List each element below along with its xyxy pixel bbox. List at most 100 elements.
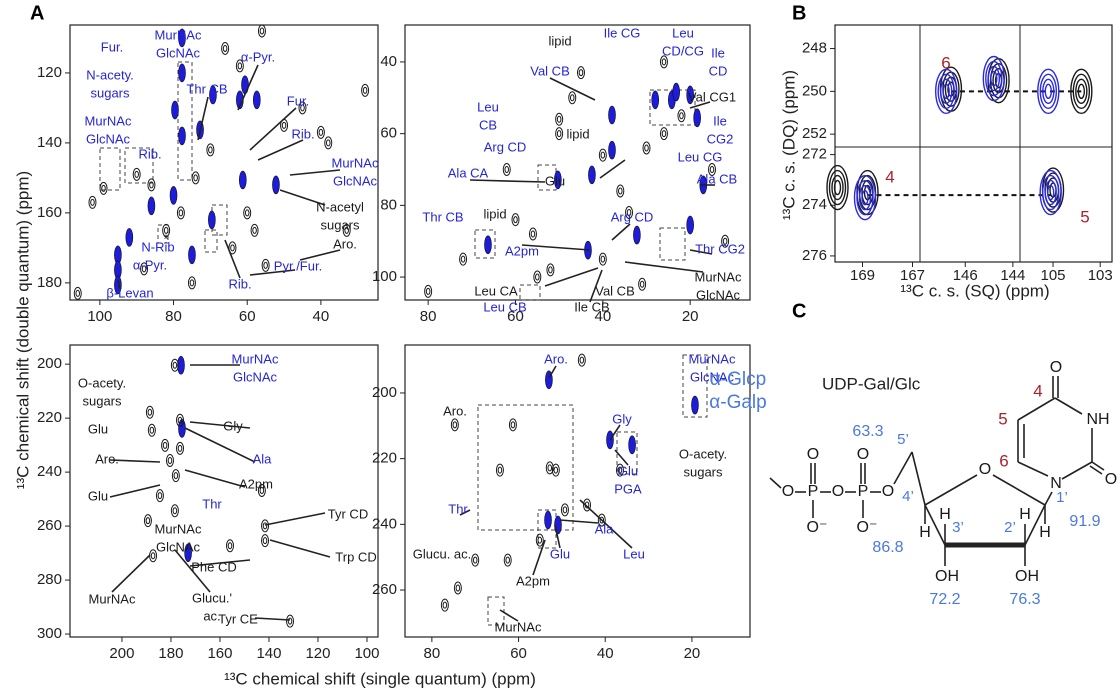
peak-label: Fur. <box>287 93 309 108</box>
atom-label: P <box>808 483 819 500</box>
peak <box>617 466 623 474</box>
peak <box>424 284 433 298</box>
panel-label: B <box>792 2 806 24</box>
plot-frame <box>404 344 751 638</box>
peak <box>209 85 217 105</box>
peak <box>576 66 585 80</box>
peak <box>608 105 616 125</box>
peak <box>513 216 518 224</box>
peak-label: Glu <box>88 488 108 503</box>
peak-label: Thr CB <box>186 81 227 96</box>
assignment-label: 5 <box>1080 207 1089 226</box>
leader-line <box>548 365 557 379</box>
peak <box>495 463 504 477</box>
peak <box>598 252 607 266</box>
plot-frame <box>404 24 751 301</box>
peak-label: β-Levan <box>106 285 153 300</box>
peak <box>149 426 155 434</box>
contour <box>942 83 950 100</box>
y-tick-label: 300 <box>37 625 62 642</box>
peak-label: Thr CB <box>422 209 463 224</box>
peak <box>263 261 268 269</box>
peak-label: GlcNAc <box>233 369 278 384</box>
y-tick-label: 100 <box>372 268 397 285</box>
peak-label: Phe CD <box>191 559 237 574</box>
plot-frame <box>69 24 379 301</box>
peak-label: Rib. <box>228 276 251 291</box>
peak <box>101 184 106 192</box>
peak <box>286 614 295 628</box>
atom-label: H <box>919 524 931 541</box>
region-box <box>99 147 121 191</box>
peak-label: Aro. <box>95 451 119 466</box>
peak <box>177 444 183 452</box>
peak <box>545 461 554 475</box>
panel-label: A <box>30 2 44 24</box>
leader-line <box>521 244 591 251</box>
peak <box>75 289 81 297</box>
peak <box>222 44 228 52</box>
peak <box>150 552 156 560</box>
contour <box>826 164 849 211</box>
peak <box>177 416 183 424</box>
peak <box>252 90 261 110</box>
peak <box>502 162 511 176</box>
peak <box>344 226 349 234</box>
peak <box>140 262 149 276</box>
sugar-label: α-Galp <box>709 392 766 413</box>
peak <box>272 175 280 195</box>
y-tick-label: 260 <box>372 581 397 598</box>
peak-label: Rib. <box>291 126 314 141</box>
peak <box>259 486 265 494</box>
region-box <box>124 147 154 184</box>
x-tick-label: 200 <box>109 645 134 662</box>
peak-label: Glucu.' <box>192 590 232 605</box>
chemical-shift: 76.3 <box>1009 591 1040 608</box>
x-tick-label: 180 <box>158 645 183 662</box>
peak <box>176 206 185 220</box>
peak <box>169 186 178 205</box>
peak <box>578 69 584 77</box>
peak <box>261 519 270 533</box>
peak-label: lipid <box>566 126 589 141</box>
peak <box>221 41 230 55</box>
leader-line <box>184 427 256 463</box>
peak-label: Aro. <box>443 403 467 418</box>
peak <box>132 167 141 181</box>
peak <box>600 151 606 159</box>
atom-label: H <box>939 506 951 523</box>
peak <box>562 506 568 514</box>
peak <box>616 184 625 198</box>
peak <box>691 395 699 415</box>
y-tick-label: 80 <box>380 196 397 213</box>
leader-line <box>299 249 341 261</box>
peak <box>533 270 542 284</box>
peak-label: sugars <box>320 217 360 232</box>
leader-line <box>289 169 341 176</box>
peak <box>257 24 266 38</box>
leader-line <box>459 509 471 516</box>
y-tick-label: 240 <box>372 515 397 532</box>
atom-label: P <box>858 483 869 500</box>
peak-label: N-acetyl <box>316 199 364 214</box>
region-box <box>177 61 193 181</box>
peak-label: lipid <box>548 33 571 48</box>
peak <box>661 58 667 66</box>
region-box <box>616 431 638 475</box>
peak <box>677 109 686 123</box>
contour <box>856 179 874 216</box>
peak <box>633 225 641 245</box>
chemical-shift: 63.3 <box>852 423 883 440</box>
y-tick-label: 272 <box>802 146 827 163</box>
contour <box>1041 174 1060 211</box>
region-box <box>474 229 496 259</box>
x-tick-label: 80 <box>424 645 441 662</box>
peak-label: N-Rib <box>141 239 174 254</box>
peak <box>208 146 213 154</box>
peak-label: CD/CG <box>662 43 704 58</box>
peak <box>617 187 623 195</box>
y-tick-label: 200 <box>372 384 397 401</box>
peak <box>171 469 180 483</box>
contour <box>853 174 877 221</box>
peak-label: GlcNAc <box>696 287 741 302</box>
